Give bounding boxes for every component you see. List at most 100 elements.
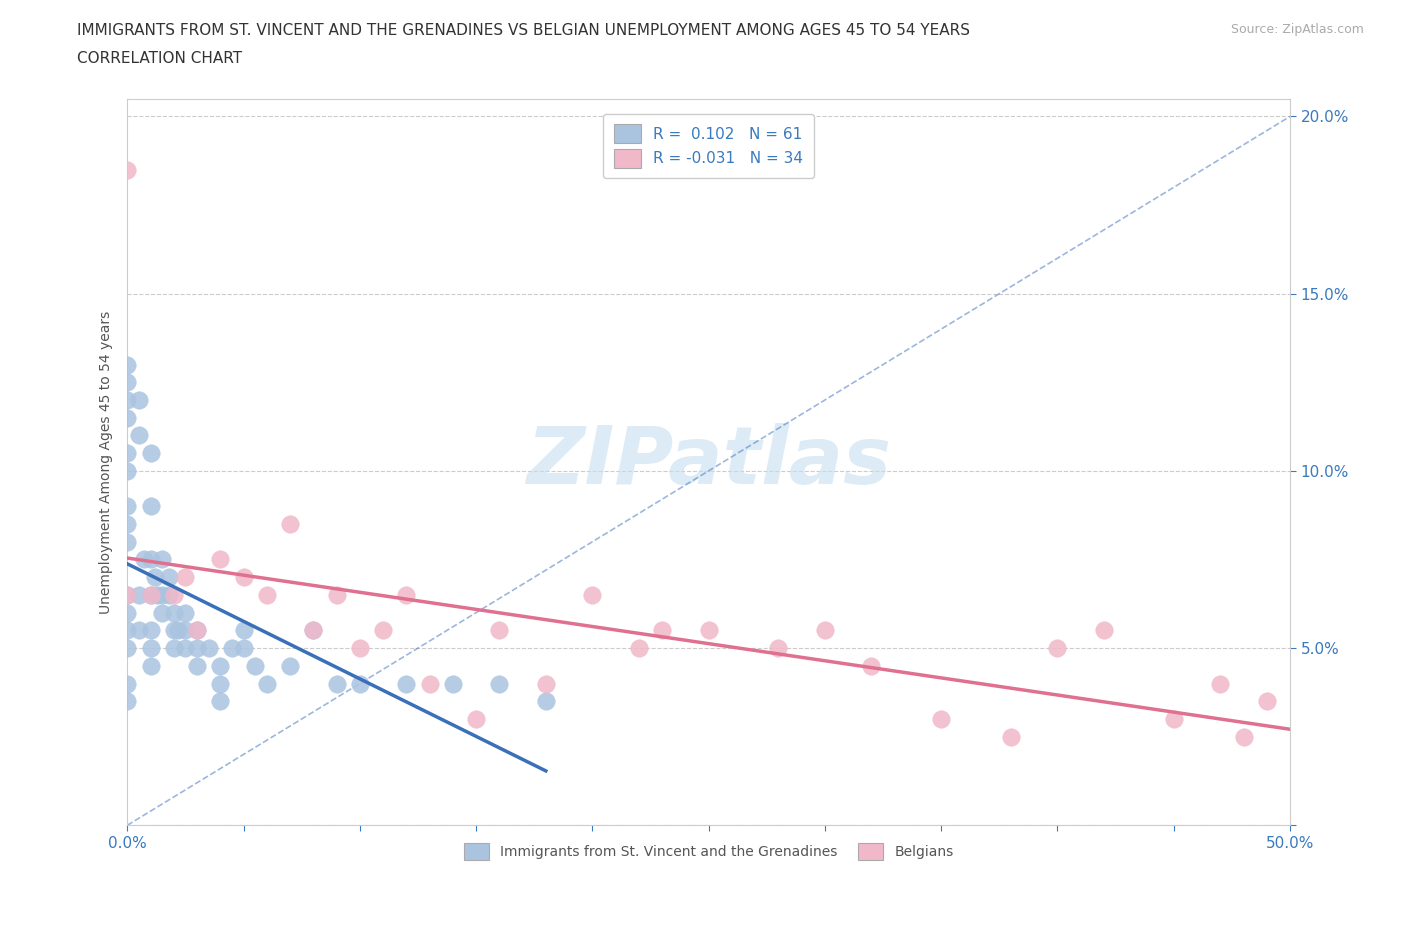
- Point: [139, 641, 162, 656]
- Point: [117, 498, 139, 513]
- Point: [697, 623, 720, 638]
- Point: [488, 623, 510, 638]
- Point: [139, 658, 162, 673]
- Point: [117, 623, 139, 638]
- Point: [163, 623, 186, 638]
- Point: [128, 588, 150, 603]
- Point: [929, 711, 952, 726]
- Point: [256, 676, 278, 691]
- Point: [1000, 729, 1022, 744]
- Point: [139, 588, 162, 603]
- Point: [117, 605, 139, 620]
- Point: [581, 588, 603, 603]
- Point: [1209, 676, 1232, 691]
- Point: [1232, 729, 1254, 744]
- Point: [117, 641, 139, 656]
- Point: [139, 623, 162, 638]
- Point: [1092, 623, 1115, 638]
- Point: [302, 623, 325, 638]
- Point: [419, 676, 441, 691]
- Point: [534, 676, 557, 691]
- Point: [186, 623, 208, 638]
- Point: [150, 552, 173, 567]
- Point: [488, 676, 510, 691]
- Point: [302, 623, 325, 638]
- Point: [139, 588, 162, 603]
- Point: [325, 676, 347, 691]
- Point: [128, 392, 150, 407]
- Point: [395, 588, 418, 603]
- Point: [186, 623, 208, 638]
- Point: [349, 676, 371, 691]
- Point: [814, 623, 837, 638]
- Point: [441, 676, 464, 691]
- Point: [209, 658, 232, 673]
- Point: [651, 623, 673, 638]
- Point: [465, 711, 488, 726]
- Point: [117, 375, 139, 390]
- Point: [209, 694, 232, 709]
- Point: [128, 623, 150, 638]
- Point: [117, 588, 139, 603]
- Point: [221, 641, 243, 656]
- Point: [325, 588, 347, 603]
- Point: [627, 641, 650, 656]
- Text: CORRELATION CHART: CORRELATION CHART: [77, 51, 242, 66]
- Point: [167, 623, 190, 638]
- Point: [128, 428, 150, 443]
- Point: [768, 641, 790, 656]
- Legend: Immigrants from St. Vincent and the Grenadines, Belgians: Immigrants from St. Vincent and the Gren…: [454, 833, 963, 870]
- Point: [139, 498, 162, 513]
- Point: [117, 463, 139, 478]
- Point: [174, 605, 197, 620]
- Point: [1046, 641, 1069, 656]
- Point: [117, 588, 139, 603]
- Point: [117, 392, 139, 407]
- Point: [243, 658, 266, 673]
- Point: [117, 445, 139, 460]
- Point: [174, 641, 197, 656]
- Point: [209, 552, 232, 567]
- Point: [186, 658, 208, 673]
- Text: ZIPatlas: ZIPatlas: [526, 423, 891, 501]
- Point: [174, 623, 197, 638]
- Point: [117, 535, 139, 550]
- Point: [256, 588, 278, 603]
- Text: Source: ZipAtlas.com: Source: ZipAtlas.com: [1230, 23, 1364, 36]
- Point: [157, 570, 180, 585]
- Point: [132, 552, 155, 567]
- Point: [150, 588, 173, 603]
- Point: [1163, 711, 1185, 726]
- Point: [278, 658, 301, 673]
- Point: [349, 641, 371, 656]
- Point: [146, 588, 169, 603]
- Point: [860, 658, 883, 673]
- Point: [157, 588, 180, 603]
- Point: [232, 570, 254, 585]
- Point: [534, 694, 557, 709]
- Point: [163, 588, 186, 603]
- Point: [117, 357, 139, 372]
- Point: [117, 410, 139, 425]
- Point: [163, 605, 186, 620]
- Point: [395, 676, 418, 691]
- Point: [1256, 694, 1278, 709]
- Point: [371, 623, 394, 638]
- Point: [117, 516, 139, 531]
- Point: [197, 641, 219, 656]
- Point: [150, 605, 173, 620]
- Point: [174, 570, 197, 585]
- Point: [278, 516, 301, 531]
- Point: [143, 570, 166, 585]
- Point: [232, 641, 254, 656]
- Point: [117, 162, 139, 177]
- Point: [163, 641, 186, 656]
- Point: [232, 623, 254, 638]
- Text: IMMIGRANTS FROM ST. VINCENT AND THE GRENADINES VS BELGIAN UNEMPLOYMENT AMONG AGE: IMMIGRANTS FROM ST. VINCENT AND THE GREN…: [77, 23, 970, 38]
- Point: [117, 676, 139, 691]
- Point: [209, 676, 232, 691]
- Point: [117, 694, 139, 709]
- Point: [139, 445, 162, 460]
- Y-axis label: Unemployment Among Ages 45 to 54 years: Unemployment Among Ages 45 to 54 years: [100, 311, 114, 614]
- Point: [139, 552, 162, 567]
